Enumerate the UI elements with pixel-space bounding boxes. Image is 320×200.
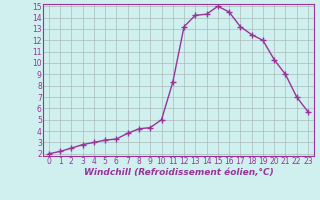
X-axis label: Windchill (Refroidissement éolien,°C): Windchill (Refroidissement éolien,°C) xyxy=(84,168,273,177)
